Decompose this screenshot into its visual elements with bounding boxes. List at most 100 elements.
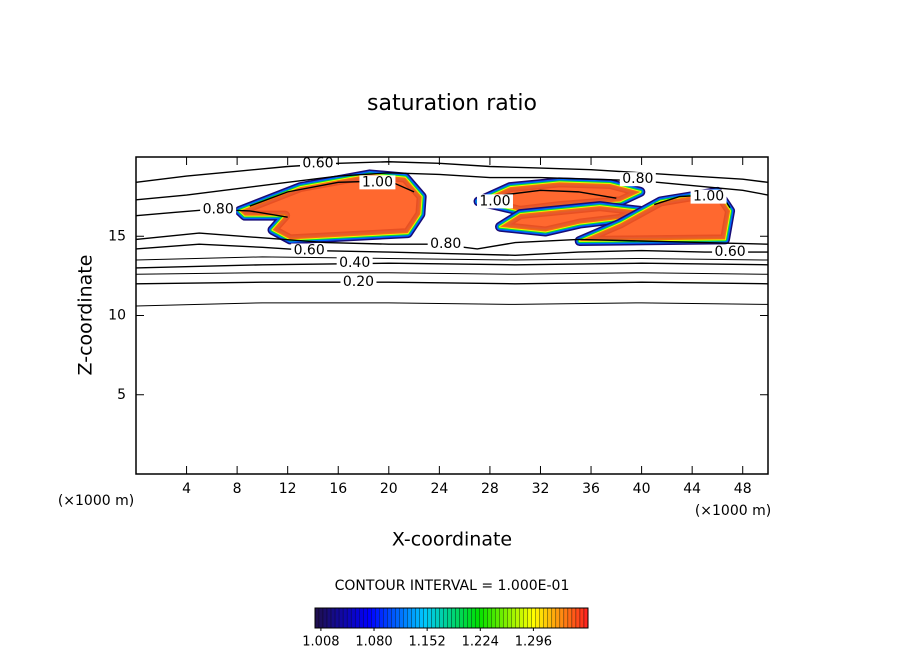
contour-label: 0.60: [714, 244, 745, 260]
colorbar-cell: [527, 607, 532, 629]
contour-label: 0.60: [294, 243, 325, 259]
colorbar-cell: [583, 607, 589, 629]
contour-line: [135, 172, 769, 201]
x-tick-label: 36: [582, 481, 600, 497]
contour-label-bg: [340, 275, 377, 290]
colorbar-cell: [519, 607, 524, 629]
colorbar-cell: [375, 607, 380, 629]
colorbar-cell: [543, 607, 549, 629]
colorbar-cell: [415, 607, 420, 629]
colorbar-cell: [395, 607, 400, 629]
contour-line: [135, 272, 769, 275]
contour-label-bg: [690, 189, 727, 204]
colorbar-tick-label: 1.080: [355, 635, 392, 650]
colorbar-cell: [338, 607, 344, 629]
colorbar-cell: [443, 607, 448, 629]
colorbar-cell: [539, 607, 544, 629]
colorbar-cell: [523, 607, 528, 629]
contour-label-bg: [712, 245, 749, 260]
colorbar-cell: [363, 607, 368, 629]
x-tick-label: 48: [734, 481, 752, 497]
colorbar-cell: [330, 607, 336, 629]
contour-label-bg: [359, 175, 396, 190]
annotation: CONTOUR INTERVAL = 1.000E-01: [335, 578, 570, 594]
contour-line: [135, 281, 769, 285]
y-tick-label: 10: [108, 308, 126, 324]
region: [239, 174, 422, 240]
colorbar-cell: [455, 607, 460, 629]
contour-line: [249, 180, 415, 207]
colorbar-cell: [479, 607, 484, 629]
colorbar-cell: [503, 607, 508, 629]
contour-label: 0.40: [339, 255, 370, 271]
colorbar-cell: [435, 607, 440, 629]
colorbar-cell: [555, 607, 561, 629]
colorbar-cell: [483, 607, 488, 629]
colorbar-cell: [463, 607, 468, 629]
colorbar-cell: [346, 607, 352, 629]
colorbar-cell: [371, 607, 376, 629]
colorbar-cell: [431, 607, 436, 629]
colorbar-cell: [551, 607, 557, 629]
colorbar-cell: [407, 607, 412, 629]
colorbar-cell: [459, 607, 464, 629]
colorbar-cell: [318, 607, 324, 629]
colorbar-tick-label: 1.296: [515, 635, 552, 650]
colorbar-frame: [314, 607, 589, 629]
colorbar-cell: [547, 607, 553, 629]
x-tick-label: 24: [430, 481, 448, 497]
x-tick-label: 16: [329, 481, 347, 497]
x-tick-label: 44: [683, 481, 701, 497]
colorbar-cell: [379, 607, 384, 629]
contour-label: 1.00: [479, 193, 510, 209]
colorbar-cell: [567, 607, 573, 629]
colorbar-cell: [495, 607, 500, 629]
region: [478, 182, 641, 211]
x-unit-label: (×1000 m): [695, 503, 771, 519]
colorbar-cell: [423, 607, 428, 629]
contour-label: 1.00: [362, 174, 393, 190]
contour-label: 1.00: [693, 189, 724, 205]
colorbar-tick-label: 1.224: [462, 635, 499, 650]
contour-label-bg: [300, 156, 337, 171]
colorbar-cell: [467, 607, 472, 629]
colorbar-cell: [499, 607, 504, 629]
region: [500, 206, 641, 232]
colorbar-cell: [439, 607, 444, 629]
contour-label: 0.80: [430, 236, 461, 252]
y-axis-label: Z-coordinate: [75, 255, 97, 376]
contour-label-bg: [427, 237, 464, 252]
x-tick-label: 32: [532, 481, 550, 497]
contour-label: 0.80: [203, 201, 234, 217]
contour-label: 0.80: [622, 171, 653, 187]
colorbar-cell: [334, 607, 340, 629]
contour-line: [135, 262, 769, 269]
colorbar-cell: [419, 607, 424, 629]
colorbar-cell: [354, 607, 360, 629]
contour-label-bg: [200, 202, 237, 217]
colorbar-cell: [383, 607, 388, 629]
colorbar-cell: [491, 607, 496, 629]
y-tick-label: 15: [108, 228, 126, 244]
contour-label-bg: [619, 172, 656, 187]
x-tick-label: 28: [481, 481, 499, 497]
colorbar-cell: [427, 607, 432, 629]
colorbar-cell: [326, 607, 332, 629]
colorbar-cell: [350, 607, 356, 629]
colorbar-cell: [487, 607, 492, 629]
colorbar-cell: [451, 607, 456, 629]
colorbar-cell: [322, 607, 328, 629]
y-unit-label: (×1000 m): [58, 493, 134, 509]
colorbar-cell: [559, 607, 565, 629]
region: [579, 191, 731, 242]
colorbar-cell: [475, 607, 480, 629]
colorbar-cell: [399, 607, 404, 629]
contour-label-bg: [291, 243, 328, 258]
contour-label-bg: [336, 256, 373, 271]
chart-title: saturation ratio: [367, 91, 537, 116]
contour-label: 0.20: [343, 274, 374, 290]
x-tick-label: 20: [380, 481, 398, 497]
colorbar-cell: [447, 607, 452, 629]
colorbar-cell: [515, 607, 520, 629]
contour-line: [135, 161, 769, 184]
